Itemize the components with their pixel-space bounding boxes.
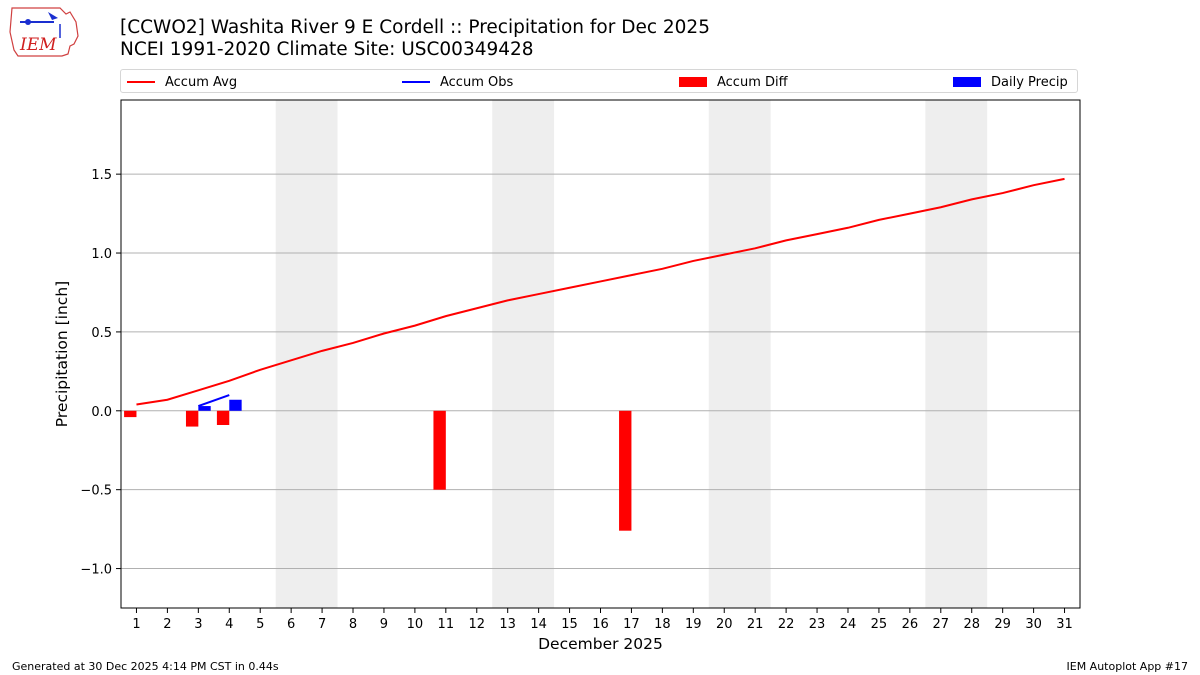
x-tick-label-3: 3 — [194, 617, 202, 632]
x-tick-label-20: 20 — [716, 617, 733, 632]
y-tick-label-1: −0.5 — [80, 484, 112, 499]
bar-accum-diff-day-11 — [433, 410, 446, 490]
bar-daily-precip-day-3 — [198, 406, 211, 411]
x-tick-label-22: 22 — [778, 617, 795, 632]
logo-text: IEM — [19, 35, 57, 55]
x-tick-label-9: 9 — [380, 617, 388, 632]
y-tick-label-5: 1.5 — [91, 168, 112, 183]
x-tick-label-11: 11 — [438, 617, 455, 632]
x-tick-label-28: 28 — [963, 617, 980, 632]
legend-label-accum-avg: Accum Avg — [165, 74, 238, 90]
x-tick-label-25: 25 — [871, 617, 888, 632]
bar-accum-diff-day-17 — [619, 410, 632, 531]
line-accum-avg — [136, 177, 1065, 406]
x-tick-label-7: 7 — [318, 617, 326, 632]
chart-title: [CCWO2] Washita River 9 E Cordell :: Pre… — [120, 17, 710, 38]
line-accum-obs — [198, 394, 230, 408]
chart-subtitle: NCEI 1991-2020 Climate Site: USC00349428 — [120, 39, 534, 60]
x-tick-label-21: 21 — [747, 617, 764, 632]
x-tick-label-12: 12 — [468, 617, 485, 632]
x-tick-label-2: 2 — [163, 617, 171, 632]
weekend-band-3 — [925, 100, 988, 608]
x-tick-label-31: 31 — [1056, 617, 1073, 632]
x-tick-label-24: 24 — [840, 617, 857, 632]
y-tick-label-3: 0.5 — [91, 326, 112, 341]
legend-swatch-daily-precip — [953, 77, 981, 87]
x-tick-label-18: 18 — [654, 617, 671, 632]
bar-accum-diff-day-3 — [185, 410, 199, 427]
bar-accum-diff-day-4 — [216, 410, 230, 425]
x-tick-label-26: 26 — [902, 617, 919, 632]
x-tick-label-27: 27 — [933, 617, 950, 632]
legend-item-accum-avg: Accum Avg — [127, 70, 237, 94]
iem-logo: IEM — [9, 7, 79, 57]
x-tick-label-10: 10 — [407, 617, 424, 632]
legend-label-accum-obs: Accum Obs — [440, 74, 514, 90]
weekend-band-2 — [708, 100, 771, 608]
chart-legend: Accum Avg Accum Obs Accum Diff Daily Pre… — [120, 69, 1078, 93]
x-tick-label-17: 17 — [623, 617, 640, 632]
weekend-band-0 — [275, 100, 338, 608]
x-tick-label-8: 8 — [349, 617, 357, 632]
legend-item-daily-precip: Daily Precip — [953, 70, 1068, 94]
y-tick-label-2: 0.0 — [91, 405, 112, 420]
legend-item-accum-diff: Accum Diff — [679, 70, 788, 94]
x-tick-label-1: 1 — [132, 617, 140, 632]
x-axis-label: December 2025 — [538, 635, 663, 653]
y-tick-label-4: 1.0 — [91, 247, 112, 262]
legend-swatch-accum-obs — [402, 81, 430, 83]
x-tick-label-13: 13 — [499, 617, 516, 632]
x-tick-label-30: 30 — [1025, 617, 1042, 632]
plot-frame — [120, 99, 1081, 609]
legend-label-accum-diff: Accum Diff — [717, 74, 788, 90]
x-tick-label-4: 4 — [225, 617, 233, 632]
y-axis-label: Precipitation [inch] — [53, 281, 71, 427]
weekend-band-1 — [492, 100, 555, 608]
x-tick-label-14: 14 — [530, 617, 547, 632]
legend-label-daily-precip: Daily Precip — [991, 74, 1068, 90]
legend-swatch-accum-avg — [127, 81, 155, 83]
y-tick-label-0: −1.0 — [80, 563, 112, 578]
x-tick-label-29: 29 — [994, 617, 1011, 632]
legend-swatch-accum-diff — [679, 77, 707, 87]
x-tick-label-6: 6 — [287, 617, 295, 632]
x-tick-label-5: 5 — [256, 617, 264, 632]
x-tick-label-23: 23 — [809, 617, 826, 632]
bar-accum-diff-day-1 — [124, 410, 137, 418]
legend-item-accum-obs: Accum Obs — [402, 70, 513, 94]
x-tick-label-15: 15 — [561, 617, 578, 632]
x-tick-label-16: 16 — [592, 617, 609, 632]
footer-app-id: IEM Autoplot App #17 — [1066, 660, 1189, 673]
x-tick-label-19: 19 — [685, 617, 702, 632]
bar-daily-precip-day-4 — [229, 399, 242, 411]
footer-generated: Generated at 30 Dec 2025 4:14 PM CST in … — [12, 660, 279, 673]
